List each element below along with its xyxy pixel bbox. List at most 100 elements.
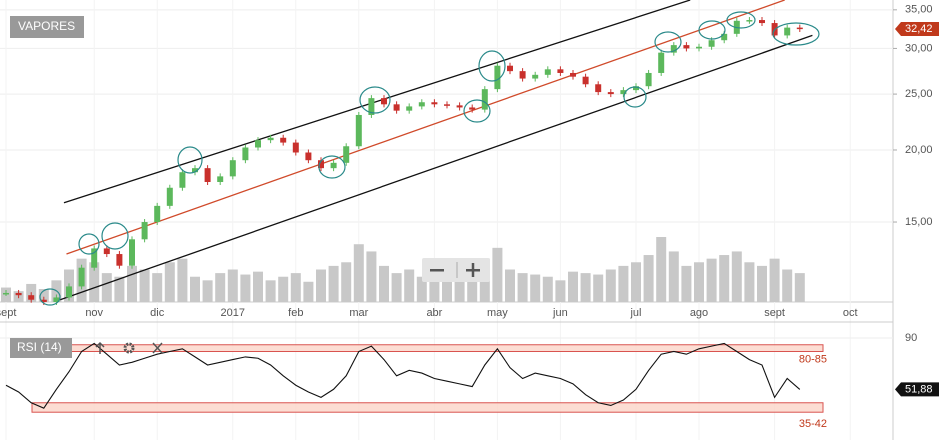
volume-bar (101, 273, 112, 302)
y-tick-label: 25,00 (905, 88, 933, 100)
volume-bar (794, 273, 805, 302)
candle (192, 168, 198, 173)
x-tick-label: jul (629, 307, 641, 319)
volume-bar (757, 265, 767, 302)
x-tick-label: mar (349, 307, 368, 319)
x-tick-label: ago (690, 307, 708, 319)
volume-bar (190, 276, 200, 302)
candle (532, 74, 539, 79)
rsi-tag (895, 382, 939, 397)
volume-bar (202, 280, 213, 302)
candle (708, 40, 715, 47)
volume-bar (114, 276, 125, 302)
y-tick-label: 90 (905, 332, 917, 344)
zoom-in[interactable] (471, 263, 475, 277)
move-icon[interactable] (95, 341, 105, 354)
x-tick-label: dic (150, 307, 165, 319)
candle (330, 162, 337, 169)
circle (78, 233, 100, 255)
candle (582, 76, 589, 85)
candle (494, 65, 501, 90)
zoom-out[interactable] (430, 269, 444, 272)
candle (658, 52, 665, 73)
volume-bar (568, 271, 578, 302)
candle (645, 72, 652, 87)
candle (129, 239, 135, 266)
volume-bar (769, 258, 780, 302)
candle (166, 187, 173, 206)
candle (796, 27, 803, 30)
x-tick-label: may (487, 307, 508, 319)
candle (393, 104, 400, 111)
volume-bar (618, 265, 629, 302)
candle (670, 45, 677, 53)
candle (759, 20, 765, 24)
volume-bar (404, 269, 415, 302)
x-tick-label: oct (843, 307, 858, 319)
candle (519, 71, 526, 79)
settings-icon[interactable] (123, 342, 135, 354)
circle (654, 31, 682, 53)
candle (204, 168, 211, 182)
volume-bar (215, 273, 226, 302)
candle (570, 72, 576, 77)
candle (28, 295, 35, 300)
volume-bar (656, 237, 667, 302)
title-box (10, 16, 84, 38)
candle (544, 69, 551, 75)
candle (721, 33, 728, 41)
candle (620, 90, 627, 95)
volume-bar (429, 280, 440, 302)
volume-bar (416, 276, 427, 302)
rsi-title: RSI (14) (17, 340, 62, 354)
volume-bar (89, 262, 100, 302)
volume-bar (353, 244, 364, 302)
volume-bar (580, 273, 591, 302)
volume-bar (391, 273, 402, 302)
volume-bar (542, 276, 553, 302)
candle (607, 92, 614, 95)
circle (101, 222, 129, 250)
y-tick-label: 15,00 (905, 216, 933, 228)
volume-bar (681, 265, 692, 302)
volume-bar (442, 274, 452, 302)
chart-title: VAPORES (18, 19, 75, 33)
annotations (39, 11, 820, 306)
volume-bar (164, 262, 175, 302)
volume-bar (379, 265, 389, 302)
volume-bar (227, 269, 238, 302)
volume-bar (328, 265, 339, 302)
volume-bar (177, 258, 188, 302)
volume-bar (593, 274, 604, 302)
candle (633, 86, 639, 91)
circle (726, 11, 756, 29)
volume-bar (668, 251, 679, 302)
candle (267, 137, 274, 141)
zoom-controls[interactable] (422, 258, 490, 282)
volume-bar (139, 269, 150, 302)
circle (478, 50, 506, 82)
candle (116, 254, 123, 266)
volume-bar (605, 269, 616, 302)
band-label: 35-42 (799, 418, 827, 430)
volume-bar (152, 273, 163, 302)
candle (595, 84, 602, 93)
candle (305, 152, 312, 161)
rsi-icons[interactable] (95, 341, 163, 354)
volume-bar (341, 262, 352, 302)
close-icon[interactable] (152, 342, 163, 354)
trend-line (63, 0, 691, 204)
volume-bar (492, 247, 503, 302)
volume-bar (706, 258, 717, 302)
circle (698, 20, 726, 40)
y-tick-label: 30,00 (905, 42, 933, 54)
candle (368, 98, 375, 115)
trend-line (59, 34, 813, 301)
candle (683, 45, 690, 49)
candle (179, 172, 186, 188)
y-tick-label: 20,00 (905, 144, 933, 156)
candle (91, 248, 98, 268)
candle (141, 222, 148, 240)
